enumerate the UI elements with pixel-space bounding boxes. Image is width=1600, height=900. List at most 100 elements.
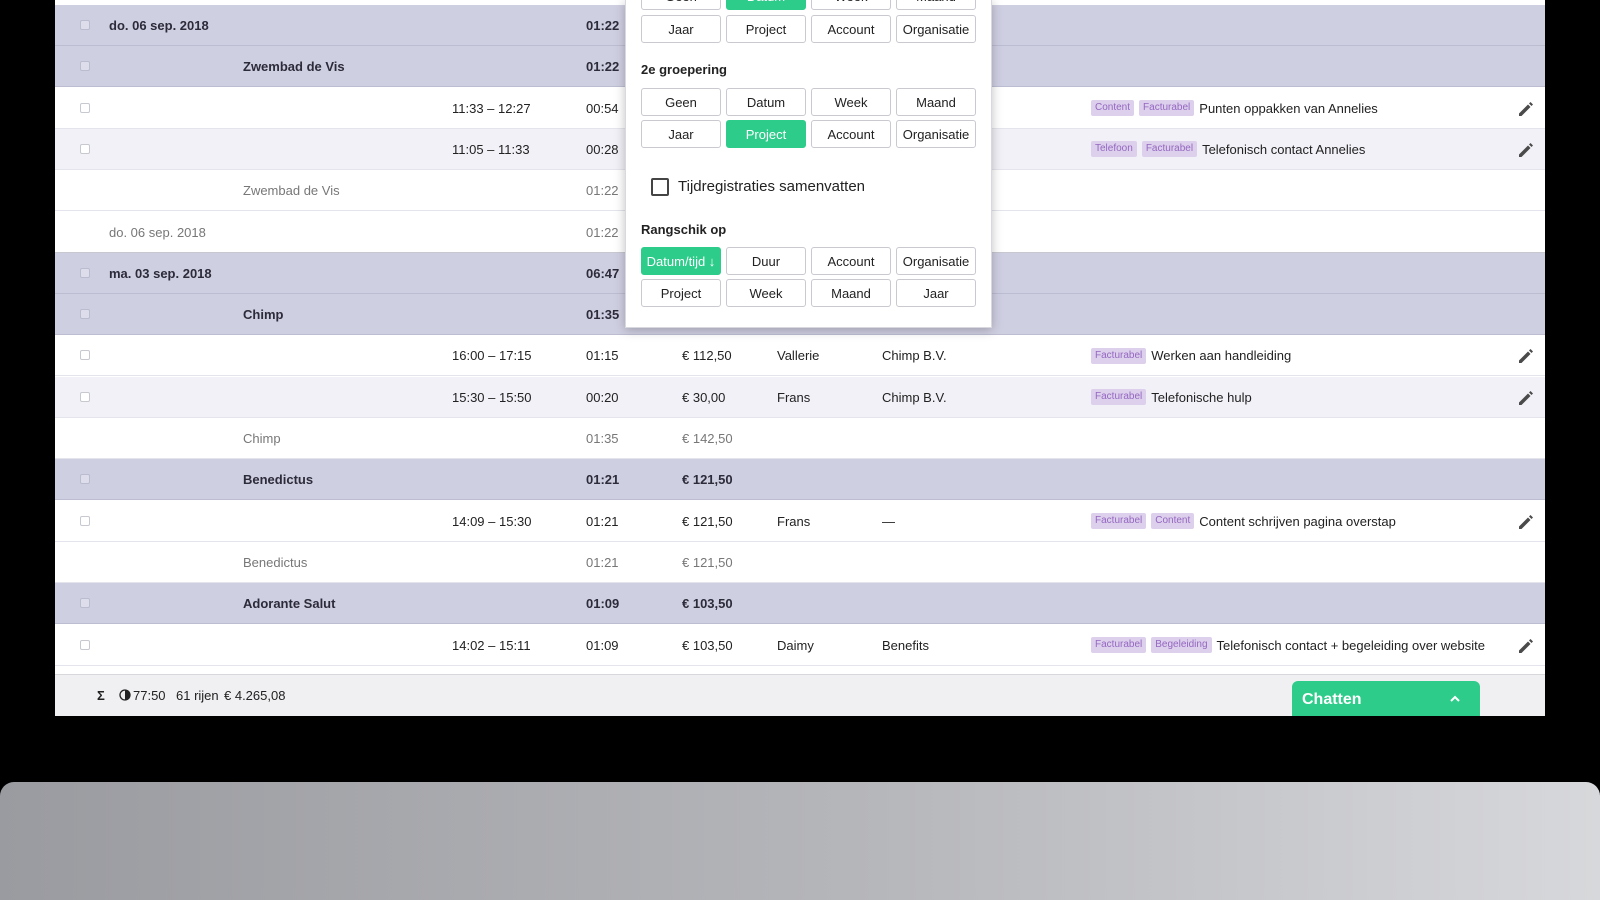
row-account: Chimp B.V. bbox=[882, 348, 947, 364]
description-text: Punten oppakken van Annelies bbox=[1199, 100, 1378, 116]
option-button[interactable]: Project bbox=[726, 120, 806, 148]
option-button[interactable]: Account bbox=[811, 247, 891, 275]
option-button[interactable]: Organisatie bbox=[896, 247, 976, 275]
option-button[interactable]: Project bbox=[641, 279, 721, 307]
row-checkbox[interactable] bbox=[80, 350, 90, 361]
row-duration: 01:09 bbox=[586, 596, 620, 612]
row-duration: 01:22 bbox=[586, 183, 619, 199]
tag-badge: Facturabel bbox=[1091, 347, 1147, 364]
total-time: 77:50 bbox=[133, 688, 166, 703]
edit-pencil-icon[interactable] bbox=[1516, 512, 1536, 532]
row-checkbox[interactable] bbox=[80, 267, 90, 278]
row-duration: 01:22 bbox=[586, 59, 620, 75]
option-button[interactable]: Week bbox=[811, 88, 891, 116]
row-duration: 01:21 bbox=[586, 513, 619, 529]
row-duration: 01:15 bbox=[586, 348, 619, 364]
row-project: Zwembad de Vis bbox=[243, 183, 340, 199]
row-time-range: 16:00 – 17:15 bbox=[452, 348, 532, 364]
table-row: 14:02 – 15:11 01:09 € 103,50 Daimy Benefits F… bbox=[55, 624, 1545, 666]
chat-button[interactable]: Chatten bbox=[1292, 681, 1480, 716]
row-time-range: 15:30 – 15:50 bbox=[452, 389, 532, 405]
edit-pencil-icon[interactable] bbox=[1516, 140, 1536, 160]
row-date: do. 06 sep. 2018 bbox=[109, 224, 206, 240]
option-button[interactable]: Organisatie bbox=[896, 120, 976, 148]
row-date: ma. 03 sep. 2018 bbox=[109, 265, 212, 281]
description-text: Telefonisch contact Annelies bbox=[1202, 141, 1366, 157]
row-checkbox[interactable] bbox=[80, 143, 90, 154]
option-button[interactable]: Week bbox=[726, 279, 806, 307]
row-checkbox[interactable] bbox=[80, 20, 90, 30]
row-project: Chimp bbox=[243, 307, 284, 323]
row-checkbox[interactable] bbox=[80, 515, 90, 526]
sort-title: Rangschik op bbox=[641, 222, 727, 237]
row-user: Frans bbox=[777, 513, 811, 529]
row-checkbox[interactable] bbox=[80, 61, 90, 72]
option-button[interactable]: Datum bbox=[726, 88, 806, 116]
row-duration: 01:35 bbox=[586, 307, 620, 323]
option-button[interactable]: Maand bbox=[811, 279, 891, 307]
row-amount: € 112,50 bbox=[682, 348, 732, 364]
tag-badge: Telefoon bbox=[1091, 141, 1137, 158]
group-row: Benedictus 01:21 € 121,50 bbox=[55, 459, 1545, 501]
tag-badge: Content bbox=[1091, 100, 1135, 117]
row-checkbox[interactable] bbox=[80, 102, 90, 113]
option-button[interactable]: Jaar bbox=[641, 15, 721, 43]
row-duration: 00:28 bbox=[586, 141, 619, 157]
row-description: Facturabel Telefonische hulp bbox=[1091, 377, 1252, 418]
row-time-range: 14:02 – 15:11 bbox=[452, 637, 531, 653]
summarize-checkbox[interactable] bbox=[651, 178, 669, 196]
row-amount: € 121,50 bbox=[682, 472, 733, 488]
edit-pencil-icon[interactable] bbox=[1516, 388, 1536, 408]
row-description: Telefoon Facturabel Telefonisch contact An… bbox=[1091, 129, 1365, 170]
edit-pencil-icon[interactable] bbox=[1516, 99, 1536, 119]
row-checkbox[interactable] bbox=[80, 639, 90, 650]
option-button[interactable]: Duur bbox=[726, 247, 806, 275]
row-checkbox[interactable] bbox=[80, 309, 90, 320]
option-button[interactable]: Account bbox=[811, 120, 891, 148]
summarize-label: Tijdregistraties samenvatten bbox=[678, 178, 866, 195]
row-duration: 06:47 bbox=[586, 265, 620, 281]
description-text: Content schrijven pagina overstap bbox=[1199, 513, 1396, 529]
row-checkbox[interactable] bbox=[80, 391, 90, 402]
tag-badge: Begeleiding bbox=[1151, 637, 1212, 654]
row-project: Benedictus bbox=[243, 554, 308, 570]
tag-badge: Facturabel bbox=[1091, 637, 1147, 654]
option-button[interactable]: Week bbox=[811, 0, 891, 10]
tag-badge: Facturabel bbox=[1139, 100, 1195, 117]
option-button[interactable]: Organisatie bbox=[896, 15, 976, 43]
row-time-range: 11:05 – 11:33 bbox=[452, 141, 530, 157]
description-text: Telefonische hulp bbox=[1151, 389, 1252, 405]
option-button[interactable]: Datum bbox=[726, 0, 806, 10]
table-row: 14:09 – 15:30 01:21 € 121,50 Frans — Facturab… bbox=[55, 500, 1545, 542]
row-amount: € 121,50 bbox=[682, 554, 733, 570]
chevron-up-icon bbox=[1450, 695, 1460, 702]
group-row: Adorante Salut 01:09 € 103,50 bbox=[55, 583, 1545, 625]
edit-pencil-icon[interactable] bbox=[1516, 636, 1536, 656]
row-checkbox[interactable] bbox=[80, 474, 90, 485]
row-date: do. 06 sep. 2018 bbox=[109, 18, 209, 33]
tag-badge: Facturabel bbox=[1141, 141, 1198, 158]
option-button[interactable]: Jaar bbox=[896, 279, 976, 307]
row-amount: € 142,50 bbox=[682, 431, 733, 446]
option-button[interactable]: Account bbox=[811, 15, 891, 43]
row-project: Benedictus bbox=[243, 472, 314, 488]
option-button[interactable]: Geen bbox=[641, 88, 721, 116]
edit-pencil-icon[interactable] bbox=[1516, 346, 1536, 366]
option-button[interactable]: Geen bbox=[641, 0, 721, 10]
row-account: — bbox=[882, 513, 895, 529]
option-button[interactable]: Maand bbox=[896, 88, 976, 116]
row-duration: 01:22 bbox=[586, 18, 620, 33]
option-button[interactable]: Datum/tijd ↓ bbox=[641, 247, 721, 275]
option-button[interactable]: Maand bbox=[896, 0, 976, 10]
row-description: Facturabel Content Content schrijven pagin… bbox=[1091, 501, 1396, 542]
option-button[interactable]: Jaar bbox=[641, 120, 721, 148]
row-checkbox[interactable] bbox=[80, 598, 90, 609]
option-button[interactable]: Project bbox=[726, 15, 806, 43]
row-account: Chimp B.V. bbox=[882, 389, 947, 405]
subtotal-row: Chimp 01:35 € 142,50 bbox=[55, 418, 1545, 459]
tag-badge: Facturabel bbox=[1091, 513, 1147, 530]
row-duration: 01:21 bbox=[586, 472, 620, 488]
table-row: 16:00 – 17:15 01:15 € 112,50 Vallerie Chimp … bbox=[55, 335, 1545, 377]
description-text: Telefonisch contact + begeleiding over w… bbox=[1216, 637, 1485, 653]
tag-badge: Facturabel bbox=[1091, 389, 1147, 406]
